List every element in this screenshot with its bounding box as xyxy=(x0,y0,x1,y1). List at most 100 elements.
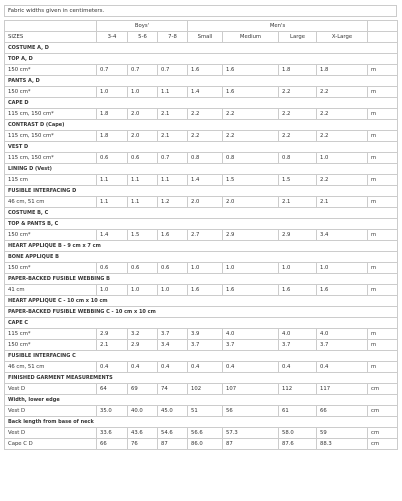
cell-value: 107 xyxy=(222,383,279,395)
data-row: 115 cm 1.1 1.1 1.1 1.4 1.5 1.5 2.2 m xyxy=(4,174,399,186)
cell-value: 0.4 xyxy=(96,361,128,373)
cell-value: 0.6 xyxy=(96,152,128,164)
cell-value: 0.4 xyxy=(222,361,279,373)
cell-value: 1.1 xyxy=(127,174,158,186)
cell-value: 1.1 xyxy=(157,86,188,98)
section-row: PANTS A, D xyxy=(3,75,399,87)
group-row: Boys' Men's xyxy=(4,20,399,32)
cell-value: 2.9 xyxy=(278,229,317,241)
section-row: VEST D xyxy=(3,141,399,153)
cell-value: 1.6 xyxy=(278,284,317,296)
cell-value: 1.5 xyxy=(222,174,279,186)
cell-value: 3.7 xyxy=(187,339,223,351)
data-row: 115 cm, 150 cm* 1.8 2.0 2.1 2.2 2.2 2.2 2.2 m xyxy=(4,130,399,142)
cell-value: 1.0 xyxy=(278,262,317,274)
section-row: CONTRAST D (Cape) xyxy=(3,119,399,131)
cell-value: 1.4 xyxy=(96,229,128,241)
cell-value: 0.4 xyxy=(127,361,158,373)
cell-value: 2.2 xyxy=(278,108,317,120)
cell-value: 2.2 xyxy=(187,130,223,142)
unit: m xyxy=(367,229,399,241)
cell-value: 1.8 xyxy=(315,64,369,76)
unit: m xyxy=(367,328,399,340)
cell-value: 3.7 xyxy=(222,339,279,351)
section-row: CAPE C xyxy=(3,317,399,329)
cell-value: 2.0 xyxy=(187,196,223,208)
cell-value: 0.4 xyxy=(157,361,188,373)
cell-value: 1.0 xyxy=(315,152,369,164)
section-row: HEART APPLIQUE B - 9 cm x 7 cm xyxy=(3,240,399,252)
column-header: 5-6 xyxy=(127,31,158,43)
section-label: PAPER-BACKED FUSIBLE WEBBING B xyxy=(3,273,399,285)
cell-value: 1.2 xyxy=(157,196,188,208)
unit: cm xyxy=(367,427,399,439)
section-label: PANTS A, D xyxy=(3,75,399,87)
row-label: Cape C D xyxy=(4,438,97,450)
section-row: PAPER-BACKED FUSIBLE WEBBING B xyxy=(3,273,399,285)
cell-value: 2.2 xyxy=(315,86,369,98)
row-label: 115 cm, 150 cm* xyxy=(4,152,97,164)
section-row: COSTUME A, D xyxy=(3,42,399,54)
cell-value: 0.7 xyxy=(157,64,188,76)
cell-value: 1.0 xyxy=(157,284,188,296)
cell-value: 3.4 xyxy=(315,229,369,241)
section-label: LINING D (Vest) xyxy=(3,163,399,175)
column-header: SIZES xyxy=(4,31,97,43)
cell-value: 0.6 xyxy=(157,262,188,274)
unit: m xyxy=(367,152,399,164)
cell-value: 1.6 xyxy=(222,284,279,296)
cell-value: 1.6 xyxy=(315,284,369,296)
row-label: 150 cm* xyxy=(4,64,97,76)
cell-value: 1.0 xyxy=(315,262,369,274)
unit: m xyxy=(367,196,399,208)
section-label: COSTUME A, D xyxy=(3,42,399,54)
cell-value: 3.4 xyxy=(157,339,188,351)
data-row: Vest D 64 69 74 102 107 112 117 cm xyxy=(4,383,399,395)
data-row: 150 cm* 0.7 0.7 0.7 1.6 1.6 1.8 1.8 m xyxy=(4,64,399,76)
row-label: 115 cm* xyxy=(4,328,97,340)
cell-value: 45.0 xyxy=(157,405,188,417)
section-row: Back length from base of neck xyxy=(3,416,399,428)
unit: m xyxy=(367,361,399,373)
cell-value: 102 xyxy=(187,383,223,395)
cell-value: 1.0 xyxy=(96,86,128,98)
cell-value: 61 xyxy=(278,405,317,417)
section-label: COSTUME B, C xyxy=(3,207,399,219)
cell-value: 2.2 xyxy=(278,86,317,98)
cell-value: 0.8 xyxy=(187,152,223,164)
cell-value: 88.3 xyxy=(315,438,369,450)
column-header: Large xyxy=(278,31,317,43)
cell-value: 0.6 xyxy=(127,152,158,164)
cell-value: 2.1 xyxy=(157,130,188,142)
cell-value: 0.6 xyxy=(96,262,128,274)
cell-value: 1.4 xyxy=(187,174,223,186)
row-label: Vest D xyxy=(4,405,97,417)
cell-value: 0.7 xyxy=(96,64,128,76)
data-row: 41 cm 1.0 1.0 1.0 1.6 1.6 1.6 1.6 m xyxy=(4,284,399,296)
data-row: 46 cm, 51 cm 0.4 0.4 0.4 0.4 0.4 0.4 0.4 m xyxy=(4,361,399,373)
data-row: 115 cm* 2.9 3.2 3.7 3.9 4.0 4.0 4.0 m xyxy=(4,328,399,340)
cell-value: 1.1 xyxy=(127,196,158,208)
cell-value: 66 xyxy=(96,438,128,450)
cell-value: 0.6 xyxy=(127,262,158,274)
cell-value: 40.0 xyxy=(127,405,158,417)
cell-value: 2.9 xyxy=(96,328,128,340)
section-row: BONE APPLIQUE B xyxy=(3,251,399,263)
cell-value: 1.6 xyxy=(222,86,279,98)
data-row: 150 cm* 1.4 1.5 1.6 2.7 2.9 2.9 3.4 m xyxy=(4,229,399,241)
cell-value: 2.9 xyxy=(127,339,158,351)
row-label: 115 cm, 150 cm* xyxy=(4,108,97,120)
section-row: TOP & PANTS B, C xyxy=(3,218,399,230)
row-label: Vest D xyxy=(4,383,97,395)
section-label: PAPER-BACKED FUSIBLE WEBBING C - 10 cm x… xyxy=(3,306,399,318)
section-row: FINISHED GARMENT MEASUREMENTS xyxy=(3,372,399,384)
section-label: CONTRAST D (Cape) xyxy=(3,119,399,131)
section-label: CAPE C xyxy=(3,317,399,329)
section-row: FUSIBLE INTERFACING C xyxy=(3,350,399,362)
cell-value: 57.3 xyxy=(222,427,279,439)
section-label: Width, lower edge xyxy=(3,394,399,406)
cell-value: 1.1 xyxy=(96,174,128,186)
fabric-table: Boys' Men's SIZES 3-4 5-6 7-8 Small Medium Larg… xyxy=(3,20,399,450)
cell-value: 1.8 xyxy=(96,108,128,120)
